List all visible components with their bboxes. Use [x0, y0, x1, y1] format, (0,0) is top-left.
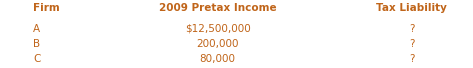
Text: Firm: Firm: [33, 3, 60, 13]
Text: A: A: [33, 24, 40, 34]
Text: B: B: [33, 39, 40, 49]
Text: Tax Liability: Tax Liability: [376, 3, 447, 13]
Text: C: C: [33, 54, 41, 64]
Text: ?: ?: [409, 24, 414, 34]
Text: ?: ?: [409, 39, 414, 49]
Text: $12,500,000: $12,500,000: [184, 24, 251, 34]
Text: 200,000: 200,000: [196, 39, 239, 49]
Text: ?: ?: [409, 54, 414, 64]
Text: 2009 Pretax Income: 2009 Pretax Income: [159, 3, 276, 13]
Text: 80,000: 80,000: [200, 54, 236, 64]
